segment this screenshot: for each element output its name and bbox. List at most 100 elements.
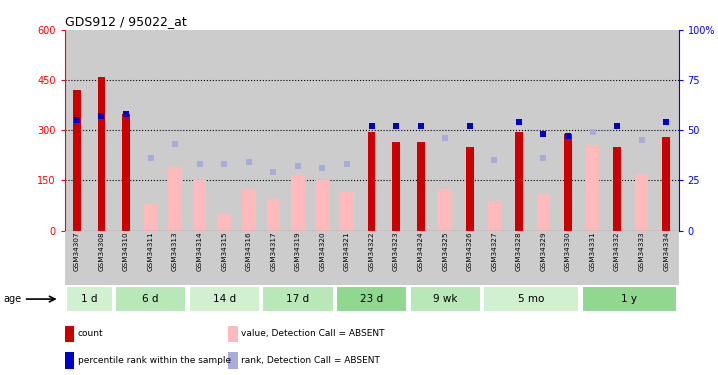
Bar <box>144 204 157 231</box>
Bar <box>515 132 523 231</box>
Text: GSM34319: GSM34319 <box>295 232 301 272</box>
Text: age: age <box>4 294 22 304</box>
Text: GDS912 / 95022_at: GDS912 / 95022_at <box>65 15 187 28</box>
Bar <box>139 30 163 231</box>
Bar <box>163 231 187 285</box>
Text: GSM34330: GSM34330 <box>565 232 571 272</box>
Bar <box>168 167 182 231</box>
Bar <box>266 199 280 231</box>
Text: GSM34311: GSM34311 <box>148 232 154 272</box>
Bar <box>457 30 482 231</box>
Text: GSM34320: GSM34320 <box>320 232 325 272</box>
Bar <box>556 231 580 285</box>
Text: GSM34316: GSM34316 <box>246 232 252 272</box>
Text: value, Detection Call = ABSENT: value, Detection Call = ABSENT <box>241 330 385 339</box>
Text: GSM34313: GSM34313 <box>172 232 178 272</box>
Text: GSM34325: GSM34325 <box>442 232 448 272</box>
Bar <box>457 231 482 285</box>
Bar <box>89 231 113 285</box>
Bar <box>630 231 654 285</box>
Text: GSM34333: GSM34333 <box>639 232 645 272</box>
Text: GSM34317: GSM34317 <box>271 232 276 272</box>
Text: GSM34332: GSM34332 <box>614 232 620 272</box>
Text: GSM34329: GSM34329 <box>541 232 546 272</box>
Bar <box>218 214 231 231</box>
Bar <box>228 352 238 369</box>
Bar <box>359 30 384 231</box>
Bar <box>580 30 605 231</box>
Bar <box>65 326 74 342</box>
Bar <box>384 231 409 285</box>
Bar <box>122 114 130 231</box>
Bar <box>261 231 286 285</box>
Bar <box>113 30 139 231</box>
Text: GSM34321: GSM34321 <box>344 232 350 272</box>
Bar <box>286 30 310 231</box>
Bar <box>310 30 335 231</box>
Bar <box>439 189 452 231</box>
Bar <box>236 231 261 285</box>
Bar <box>291 176 304 231</box>
Text: 14 d: 14 d <box>213 294 236 304</box>
Text: 6 d: 6 d <box>142 294 159 304</box>
Bar <box>507 30 531 231</box>
Bar <box>368 132 376 231</box>
FancyBboxPatch shape <box>483 286 579 312</box>
Bar <box>531 30 556 231</box>
Bar <box>482 231 507 285</box>
Bar <box>507 231 531 285</box>
Bar <box>433 231 457 285</box>
Text: GSM34334: GSM34334 <box>663 232 669 272</box>
Text: 9 wk: 9 wk <box>433 294 457 304</box>
Text: percentile rank within the sample: percentile rank within the sample <box>78 356 230 365</box>
Bar <box>113 231 139 285</box>
Bar <box>65 231 89 285</box>
Bar <box>605 231 630 285</box>
Bar <box>228 326 238 342</box>
Bar <box>310 231 335 285</box>
Text: count: count <box>78 330 103 339</box>
Bar <box>89 30 113 231</box>
Text: GSM34327: GSM34327 <box>491 232 498 272</box>
Bar <box>580 231 605 285</box>
FancyBboxPatch shape <box>262 286 333 312</box>
Bar <box>654 30 679 231</box>
Text: 1 d: 1 d <box>81 294 98 304</box>
Text: 23 d: 23 d <box>360 294 383 304</box>
Bar <box>163 30 187 231</box>
Bar <box>73 90 81 231</box>
Bar <box>482 30 507 231</box>
Bar <box>586 146 600 231</box>
Text: GSM34324: GSM34324 <box>418 232 424 272</box>
Bar <box>242 189 256 231</box>
Text: GSM34314: GSM34314 <box>197 232 202 272</box>
Text: GSM34323: GSM34323 <box>393 232 399 272</box>
Bar <box>65 30 89 231</box>
Bar <box>187 231 212 285</box>
Bar <box>139 231 163 285</box>
Text: 5 mo: 5 mo <box>518 294 544 304</box>
Bar <box>65 352 74 369</box>
Bar <box>536 194 550 231</box>
FancyBboxPatch shape <box>336 286 407 312</box>
Bar <box>605 30 630 231</box>
Bar <box>488 201 501 231</box>
Bar <box>187 30 212 231</box>
Text: 17 d: 17 d <box>286 294 309 304</box>
Bar <box>433 30 457 231</box>
Text: GSM34307: GSM34307 <box>74 232 80 272</box>
Bar <box>635 174 648 231</box>
Text: GSM34310: GSM34310 <box>123 232 129 272</box>
Bar <box>466 147 474 231</box>
FancyBboxPatch shape <box>115 286 186 312</box>
Bar <box>613 147 621 231</box>
Bar <box>359 231 384 285</box>
Text: GSM34308: GSM34308 <box>98 232 104 272</box>
Bar <box>409 231 433 285</box>
Bar <box>335 231 359 285</box>
Bar <box>286 231 310 285</box>
FancyBboxPatch shape <box>582 286 677 312</box>
Bar <box>409 30 433 231</box>
FancyBboxPatch shape <box>189 286 260 312</box>
Bar <box>662 137 670 231</box>
